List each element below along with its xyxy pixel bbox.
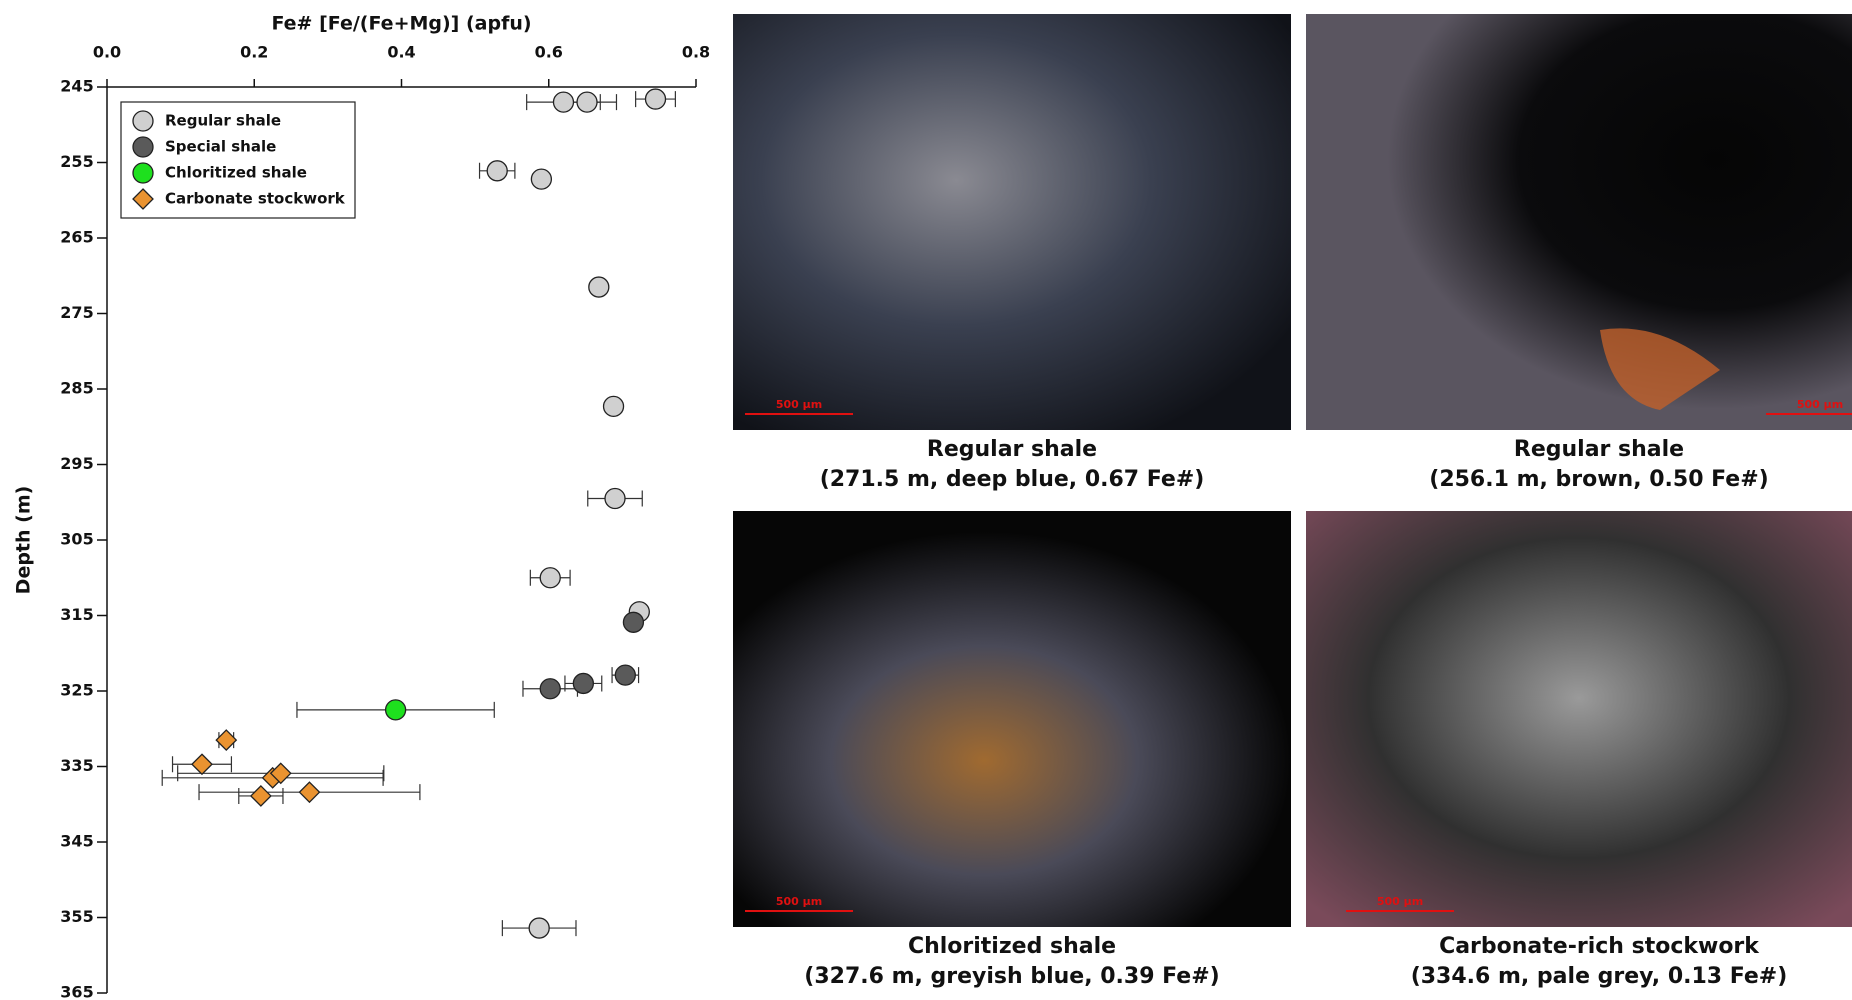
y-tick-label: 325 — [60, 681, 93, 700]
scale-label: 500 µm — [1377, 895, 1423, 908]
y-tick-label: 335 — [60, 756, 93, 775]
point — [614, 664, 636, 686]
panel-caption: (271.5 m, deep blue, 0.67 Fe#) — [820, 467, 1205, 492]
x-tick-label: 0.0 — [93, 43, 121, 62]
legend-marker — [132, 188, 154, 210]
point — [604, 487, 626, 510]
y-tick-label: 345 — [60, 832, 93, 851]
y-tick-label: 265 — [60, 228, 93, 247]
series — [161, 729, 421, 807]
panel-caption: Carbonate-rich stockwork — [1439, 934, 1760, 959]
point — [530, 168, 553, 190]
point — [539, 678, 561, 700]
panel-caption: (334.6 m, pale grey, 0.13 Fe#) — [1411, 964, 1788, 989]
point — [576, 91, 598, 113]
photo — [733, 14, 1291, 430]
legend-label: Chloritized shale — [165, 164, 307, 182]
series — [522, 611, 645, 700]
x-tick-label: 0.6 — [535, 43, 563, 62]
y-tick-label: 315 — [60, 605, 93, 624]
point — [384, 699, 407, 721]
y-tick-label: 365 — [60, 983, 93, 1000]
point — [249, 785, 272, 807]
series — [478, 88, 676, 939]
panel-caption: Regular shale — [927, 437, 1097, 462]
x-tick-label: 0.4 — [387, 43, 415, 62]
x-tick-label: 0.8 — [682, 43, 710, 62]
legend-box — [120, 101, 356, 219]
photo — [1306, 511, 1852, 927]
y-tick-label: 275 — [60, 303, 93, 322]
micrographs — [733, 14, 1852, 927]
photo — [733, 511, 1291, 927]
point — [215, 729, 238, 751]
point — [539, 567, 561, 589]
legend-label: Regular shale — [165, 112, 281, 130]
scale-label: 500 µm — [776, 895, 822, 908]
y-tick-label: 355 — [60, 907, 93, 926]
point — [486, 160, 508, 182]
panel-caption: Regular shale — [1514, 437, 1684, 462]
x-axis-label: Fe# [Fe/(Fe+Mg)] (apfu) — [271, 13, 531, 35]
scale-label: 500 µm — [1797, 398, 1843, 411]
point — [298, 781, 321, 804]
point — [269, 762, 292, 785]
legend-marker — [132, 110, 154, 132]
point — [552, 91, 575, 113]
point — [602, 395, 625, 418]
legend-marker — [132, 162, 154, 184]
panel-caption: Chloritized shale — [908, 934, 1116, 959]
x-tick-label: 0.2 — [240, 43, 268, 62]
y-tick-label: 305 — [60, 530, 93, 549]
series — [296, 699, 495, 721]
point — [622, 611, 645, 633]
legend-label: Carbonate stockwork — [165, 190, 346, 208]
photo — [1306, 14, 1852, 430]
point — [528, 917, 550, 939]
y-tick-label: 285 — [60, 379, 93, 398]
point — [588, 276, 610, 298]
point — [191, 753, 213, 776]
point — [644, 88, 667, 110]
y-tick-label: 245 — [60, 77, 93, 96]
y-tick-label: 295 — [60, 454, 93, 473]
y-axis-label: Depth (m) — [13, 486, 35, 595]
photo-detail — [1600, 328, 1720, 410]
panel-caption: (327.6 m, greyish blue, 0.39 Fe#) — [804, 964, 1219, 989]
legend-label: Special shale — [165, 138, 276, 156]
point — [572, 672, 595, 695]
legend-marker — [132, 136, 154, 158]
panel-caption: (256.1 m, brown, 0.50 Fe#) — [1429, 467, 1768, 492]
y-tick-label: 255 — [60, 152, 93, 171]
scale-label: 500 µm — [776, 398, 822, 411]
